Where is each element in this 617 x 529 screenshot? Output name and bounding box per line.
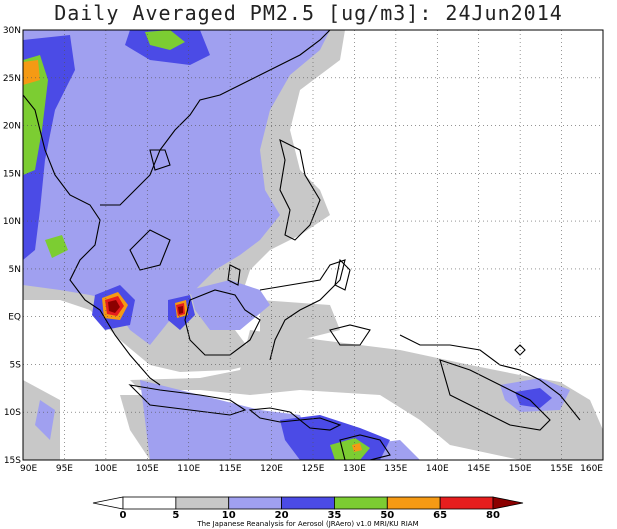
- lat-label: 10N: [3, 217, 21, 227]
- colorbar-label: 35: [327, 510, 341, 521]
- lon-label: 150E: [509, 464, 532, 474]
- lon-label: 100E: [94, 464, 117, 474]
- colorbar-label: 0: [120, 510, 127, 521]
- lat-label: 10S: [4, 408, 21, 418]
- map-title: Daily Averaged PM2.5 [ug/m3]: 24Jun2014: [54, 1, 563, 25]
- colorbar-label: 5: [172, 510, 179, 521]
- lon-label: 115E: [219, 464, 242, 474]
- colorbar-bin: [334, 496, 388, 510]
- lat-label: 15S: [4, 456, 21, 466]
- colorbar-bin: [386, 496, 441, 510]
- lat-label: 30N: [3, 26, 21, 36]
- pm25-above-80-shading: [108, 300, 183, 314]
- map-frame: [22, 29, 604, 461]
- colorbar-label: 80: [486, 510, 500, 521]
- grid-lines: [23, 30, 603, 460]
- colorbar-bin: [281, 496, 335, 510]
- latitude-labels: 30N 25N 20N 15N 10N 5N EQ 5S 10S 15S: [3, 26, 21, 466]
- lat-label: 5N: [9, 265, 21, 275]
- lon-label: 145E: [467, 464, 490, 474]
- colorbar-bin: [92, 496, 124, 510]
- colorbar-labels: 0 5 10 20 35 50 65 80: [120, 510, 500, 521]
- lon-label: 160E: [580, 464, 603, 474]
- colorbar-bin: [492, 496, 524, 510]
- colorbar: [92, 496, 524, 510]
- colorbar-bin: [122, 496, 177, 510]
- lon-label: 110E: [177, 464, 200, 474]
- colorbar-label: 20: [275, 510, 289, 521]
- lat-label: 15N: [3, 169, 21, 179]
- lon-label: 95E: [56, 464, 73, 474]
- lon-label: 120E: [260, 464, 283, 474]
- colorbar-bin: [175, 496, 230, 510]
- colorbar-label: 65: [433, 510, 447, 521]
- coastlines: [23, 30, 581, 460]
- lat-label: 20N: [3, 122, 21, 132]
- lon-label: 140E: [426, 464, 449, 474]
- lon-label: 130E: [343, 464, 366, 474]
- lon-label: 135E: [384, 464, 407, 474]
- colorbar-bin: [228, 496, 282, 510]
- lat-label: 25N: [3, 74, 21, 84]
- lon-label: 155E: [550, 464, 573, 474]
- colorbar-label: 10: [222, 510, 236, 521]
- lon-label: 125E: [302, 464, 325, 474]
- lon-label: 90E: [20, 464, 37, 474]
- lon-label: 105E: [136, 464, 159, 474]
- colorbar-bin: [439, 496, 494, 510]
- colorbar-label: 50: [380, 510, 394, 521]
- longitude-labels: 90E 95E 100E 105E 110E 115E 120E 125E 130E 135E 14…: [20, 464, 603, 474]
- lat-label: 5S: [10, 360, 22, 370]
- credit-text: The Japanese Reanalysis for Aerosol (JRA…: [196, 520, 418, 528]
- pm25-fields: [23, 30, 603, 460]
- lat-label: EQ: [8, 313, 21, 323]
